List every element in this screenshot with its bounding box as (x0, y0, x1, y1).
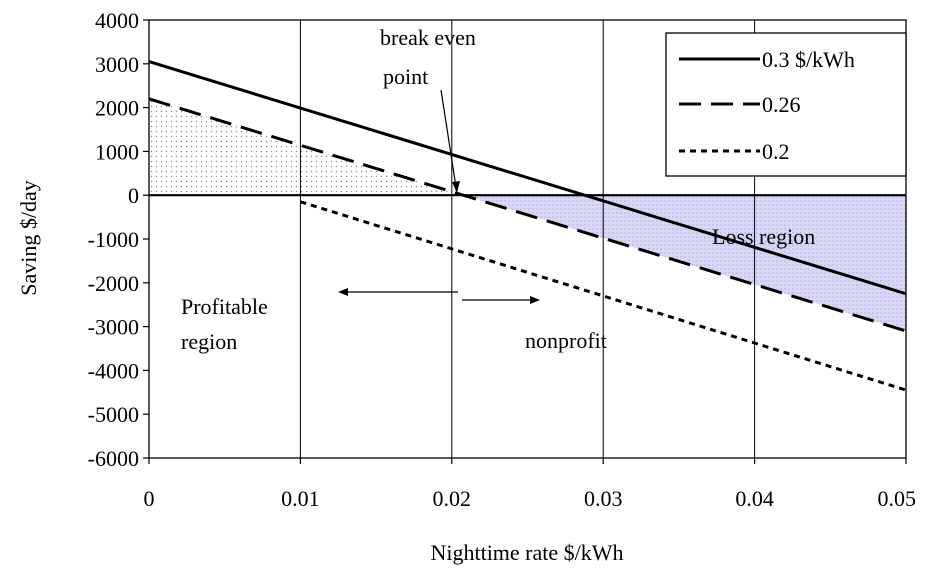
y-tick-label-4: 0 (128, 183, 139, 208)
y-tick-label-5: -1000 (88, 227, 139, 252)
break-even-label-line1: break even (380, 25, 476, 50)
x-tick-label-1: 0.01 (281, 486, 320, 511)
y-tick-label-7: -3000 (88, 315, 139, 340)
x-tick-label-4: 0.04 (735, 486, 774, 511)
profitable-label-line2: region (181, 329, 237, 354)
y-tick-label-8: -4000 (88, 358, 139, 383)
x-axis-title: Nighttime rate $/kWh (430, 540, 623, 565)
left-arrowhead (338, 288, 348, 296)
legend-label-1: 0.26 (762, 92, 801, 117)
x-tick-label-3: 0.03 (584, 486, 623, 511)
y-tick-label-1: 3000 (95, 52, 139, 77)
x-tick-label-5: 0.05 (878, 486, 917, 511)
axes (143, 19, 907, 464)
break-even-arrow (440, 89, 457, 188)
y-tick-label-6: -2000 (88, 271, 139, 296)
y-axis-title: Saving $/day (16, 180, 41, 296)
legend-label-0: 0.3 $/kWh (762, 47, 855, 72)
y-tick-label-3: 1000 (95, 139, 139, 164)
loss-region-label: Loss region (712, 224, 815, 249)
annotations: break even point Profitable region Loss … (181, 25, 815, 354)
y-tick-label-9: -5000 (88, 402, 139, 427)
x-tick-label-2: 0.02 (433, 486, 472, 511)
tick-labels: 4000 3000 2000 1000 0 -1000 -2000 -3000 -4000 -50… (88, 8, 916, 511)
break-even-label-line2: point (383, 64, 428, 89)
break-even-arrowhead (452, 181, 460, 193)
series-line-2 (299, 200, 907, 392)
profitable-label-line1: Profitable (181, 294, 268, 319)
y-tick-label-0: 4000 (95, 8, 139, 33)
y-tick-label-2: 2000 (95, 96, 139, 121)
legend-label-2: 0.2 (762, 139, 790, 164)
series-line-0 (148, 60, 907, 296)
profitable-region-fill (149, 98, 464, 196)
legend: 0.3 $/kWh 0.26 0.2 (665, 32, 907, 177)
x-tick-label-0: 0 (144, 486, 155, 511)
series-line-1 (148, 97, 907, 333)
y-tick-label-10: -6000 (88, 446, 139, 471)
right-arrowhead (530, 296, 540, 304)
nonprofit-label: nonprofit (525, 328, 607, 353)
series-lines (148, 60, 907, 392)
